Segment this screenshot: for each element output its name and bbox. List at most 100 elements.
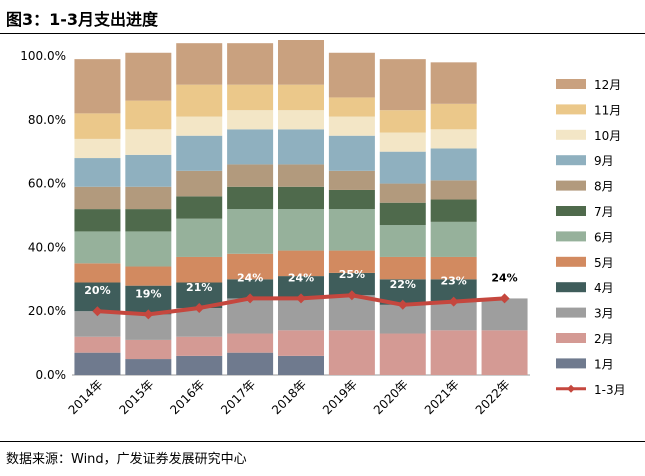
y-tick-label: 80.0% bbox=[28, 113, 66, 127]
bar-segment bbox=[430, 148, 477, 181]
stacked-bar-chart: 0.0% 20.0% 40.0% 60.0% 80.0% 100.0% 2014年 2015年… bbox=[20, 40, 626, 417]
bar-segment bbox=[328, 295, 375, 331]
bar-segment bbox=[74, 158, 121, 187]
bar-segment bbox=[379, 225, 426, 257]
x-tick-label: 2014年 bbox=[66, 377, 106, 417]
source-rule bbox=[0, 441, 645, 442]
bar-segment bbox=[430, 279, 477, 302]
legend-swatch bbox=[556, 79, 586, 89]
line-data-label: 21% bbox=[186, 281, 212, 294]
bar-segment bbox=[227, 253, 274, 280]
bar-segment bbox=[379, 202, 426, 226]
bar-segment bbox=[227, 84, 274, 111]
bar-segment bbox=[430, 199, 477, 222]
y-tick-label: 0.0% bbox=[36, 368, 67, 382]
bar-segment bbox=[176, 256, 223, 283]
bar-segment bbox=[379, 59, 426, 111]
bar-segment bbox=[430, 180, 477, 200]
line-data-label: 24% bbox=[237, 271, 263, 284]
bar-segment bbox=[227, 352, 274, 375]
y-tick-label: 60.0% bbox=[28, 177, 66, 191]
bar-segment bbox=[328, 97, 375, 117]
x-tick-label: 2020年 bbox=[371, 377, 411, 417]
bar-segment bbox=[379, 132, 426, 152]
legend-line-marker bbox=[567, 384, 575, 393]
bar-segment bbox=[125, 231, 172, 267]
x-tick-label: 2018年 bbox=[269, 377, 309, 417]
x-tick-label: 2017年 bbox=[218, 377, 258, 417]
bar-segment bbox=[430, 62, 477, 104]
bar-segment bbox=[278, 276, 324, 299]
bar-segment bbox=[328, 209, 375, 251]
bar-segment bbox=[278, 298, 324, 331]
line-point bbox=[143, 309, 154, 320]
legend-label: 12月 bbox=[594, 78, 621, 92]
bar-segment bbox=[125, 339, 172, 360]
legend-label: 1-3月 bbox=[594, 383, 626, 397]
bar-segment bbox=[481, 298, 528, 331]
bar-segment bbox=[227, 333, 274, 353]
line-point bbox=[194, 303, 205, 313]
bar-segment bbox=[74, 336, 121, 353]
legend-label: 9月 bbox=[594, 154, 614, 168]
bar-segment bbox=[328, 330, 375, 375]
y-tick-label: 100.0% bbox=[20, 49, 66, 63]
bar-segment bbox=[278, 209, 324, 251]
bar-segment bbox=[328, 52, 375, 98]
legend-swatch bbox=[556, 180, 586, 191]
bar-segment bbox=[379, 183, 426, 203]
y-tick-label: 20.0% bbox=[28, 304, 66, 318]
bar-segment bbox=[278, 84, 324, 111]
bar-segment bbox=[227, 43, 274, 85]
bar-segment bbox=[125, 100, 172, 130]
bar-segment bbox=[176, 355, 223, 375]
legend-label: 7月 bbox=[594, 205, 614, 219]
bar-segment bbox=[278, 164, 324, 187]
legend-label: 11月 bbox=[594, 103, 621, 117]
bar-segment bbox=[176, 84, 223, 117]
bar-segment bbox=[379, 256, 426, 280]
bar-segment bbox=[74, 209, 121, 232]
bar-segment bbox=[176, 196, 223, 219]
bar-segment bbox=[328, 135, 375, 171]
bar-segment bbox=[227, 279, 274, 299]
bar-segment bbox=[430, 103, 477, 130]
legend-swatch bbox=[556, 155, 586, 166]
legend-swatch bbox=[556, 333, 586, 343]
line-data-label: 24% bbox=[491, 271, 517, 284]
legend-swatch bbox=[556, 104, 586, 115]
legend-label: 1月 bbox=[594, 357, 614, 371]
bar-segment bbox=[125, 129, 172, 155]
bar-segment bbox=[74, 231, 121, 264]
line-layer bbox=[92, 290, 510, 320]
line-point bbox=[448, 296, 459, 307]
legend-swatch bbox=[556, 206, 586, 216]
line-data-label: 24% bbox=[288, 271, 314, 284]
bar-segment bbox=[379, 110, 426, 133]
bar-segment bbox=[74, 263, 121, 283]
bar-segment bbox=[430, 129, 477, 149]
legend-label: 5月 bbox=[594, 256, 614, 270]
bar-segment bbox=[430, 330, 477, 375]
bar-segment bbox=[176, 336, 223, 356]
line-data-label: 19% bbox=[135, 287, 161, 300]
line-point bbox=[397, 299, 408, 310]
legend-swatch bbox=[556, 358, 586, 369]
bar-segment bbox=[278, 40, 324, 85]
bar-segment bbox=[125, 52, 172, 101]
figure-title: 图3：1-3月支出进度 bbox=[6, 10, 159, 29]
x-tick-label: 2019年 bbox=[320, 377, 360, 417]
legend-label: 8月 bbox=[594, 180, 614, 194]
bar-segment bbox=[278, 330, 324, 356]
legend-label: 3月 bbox=[594, 307, 614, 321]
x-tick-label: 2016年 bbox=[167, 377, 207, 417]
legend-swatch bbox=[556, 307, 586, 318]
bar-segment bbox=[481, 330, 528, 375]
bar-segment bbox=[328, 189, 375, 210]
legend: 12月 11月 10月 9月 8月 7月 6月 5月 4月 3月 2月 1月 1-3月 bbox=[556, 78, 626, 397]
title-rule bbox=[0, 33, 645, 34]
source-note: 数据来源：Wind，广发证券发展研究中心 bbox=[6, 452, 247, 467]
bar-segment bbox=[278, 110, 324, 130]
legend-swatch bbox=[556, 129, 586, 140]
bar-segment bbox=[328, 272, 375, 296]
